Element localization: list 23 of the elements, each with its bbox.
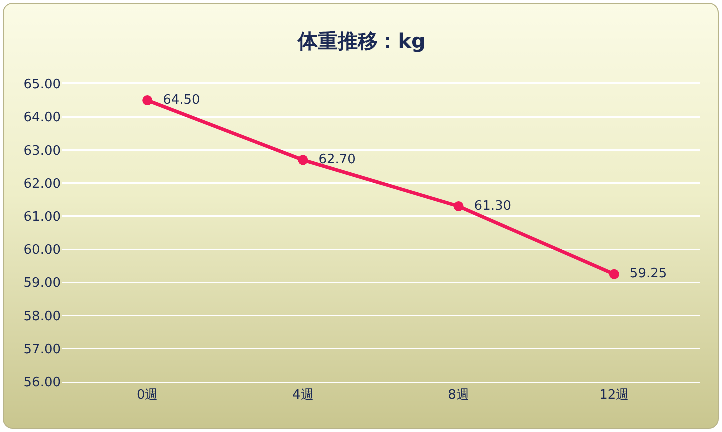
y-tick-label: 64.00 <box>24 110 61 126</box>
point <box>142 96 153 106</box>
y-tick-label: 57.00 <box>24 342 61 358</box>
y-tick-label: 60.00 <box>24 243 61 258</box>
data-label: 59.25 <box>622 266 668 282</box>
data-label: 64.50 <box>154 92 200 108</box>
point <box>609 269 620 280</box>
chart-title: 体重推移：kg <box>297 28 426 53</box>
y-tick-label: 65.00 <box>24 78 61 93</box>
x-tick-label: 4週 <box>292 388 314 404</box>
x-tick-label: 12週 <box>600 388 630 404</box>
y-tick-label: 56.00 <box>24 376 61 391</box>
y-tick-label: 58.00 <box>24 309 61 324</box>
data-label: 62.70 <box>310 152 356 168</box>
data-label: 61.30 <box>466 198 512 214</box>
y-tick-label: 61.00 <box>24 210 61 225</box>
x-tick-label: 8週 <box>448 388 470 404</box>
y-tick-label: 62.00 <box>24 176 61 192</box>
x-tick-label: 0週 <box>136 388 158 404</box>
y-tick-label: 63.00 <box>24 144 61 159</box>
y-tick-label: 59.00 <box>24 276 61 292</box>
point <box>298 155 308 166</box>
point <box>454 202 464 212</box>
